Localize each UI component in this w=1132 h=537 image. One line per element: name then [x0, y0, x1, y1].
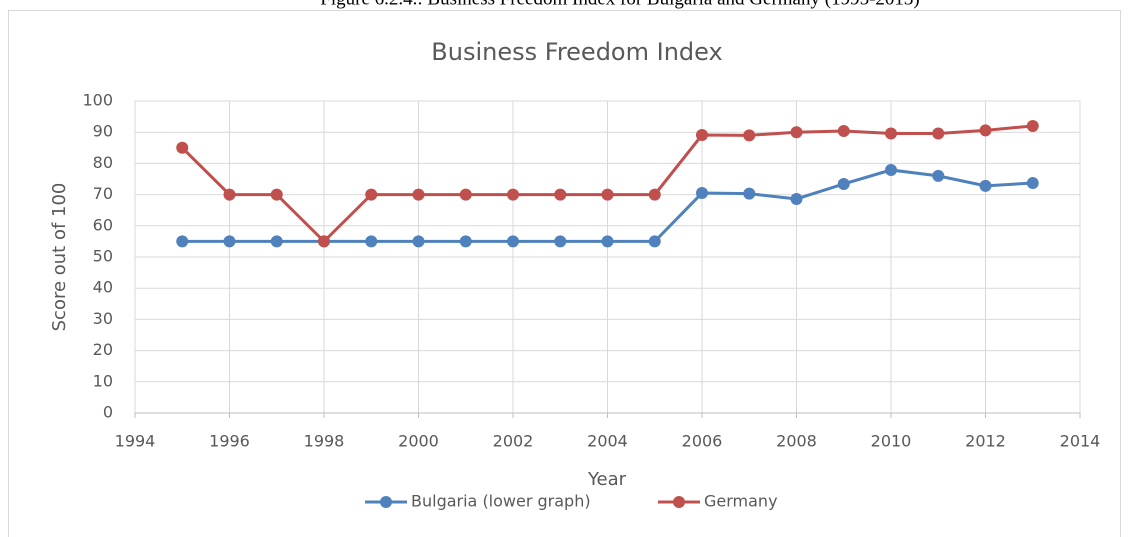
x-tick-label: 1996 [209, 432, 250, 451]
data-point [176, 141, 189, 154]
data-point [837, 124, 850, 137]
data-point [979, 179, 992, 192]
x-tick-label: 1998 [304, 432, 345, 451]
chart-border [8, 10, 1121, 537]
x-tick-label: 2006 [682, 432, 723, 451]
y-tick-label: 40 [93, 278, 113, 297]
y-tick-label: 50 [93, 247, 113, 266]
x-tick-label: 1994 [115, 432, 156, 451]
data-point [176, 235, 189, 248]
x-axis-label: Year [587, 469, 627, 490]
x-tick-label: 2012 [965, 432, 1006, 451]
y-axis-label: Score out of 100 [49, 183, 70, 332]
data-point [932, 169, 945, 182]
data-point [554, 188, 567, 201]
data-point [412, 188, 425, 201]
data-point [932, 127, 945, 140]
y-tick-label: 30 [93, 309, 113, 328]
data-point [790, 192, 803, 205]
y-tick-label: 80 [93, 153, 113, 172]
data-point [270, 235, 283, 248]
legend-label: Bulgaria (lower graph) [411, 492, 591, 511]
data-point [696, 187, 708, 200]
data-point [885, 163, 897, 176]
x-tick-label: 2000 [398, 432, 439, 451]
chart-title: Business Freedom Index [431, 38, 722, 66]
data-point [601, 235, 614, 248]
x-tick-label: 2002 [493, 432, 534, 451]
data-point [837, 177, 850, 190]
data-point [743, 187, 756, 200]
y-tick-label: 60 [93, 215, 113, 234]
x-tick-label: 2010 [871, 432, 912, 451]
x-tick-label: 2008 [776, 432, 817, 451]
legend-marker [380, 496, 392, 508]
data-point [1026, 177, 1039, 190]
y-tick-label: 70 [93, 184, 113, 203]
y-tick-label: 0 [103, 403, 113, 422]
y-tick-label: 10 [93, 371, 113, 390]
data-point [459, 235, 472, 248]
x-tick-label: 2014 [1060, 432, 1101, 451]
data-point [1026, 119, 1039, 132]
legend-label: Germany [704, 492, 778, 511]
data-point [696, 129, 708, 142]
data-point [507, 235, 519, 248]
data-point [365, 188, 378, 201]
data-point [648, 235, 661, 248]
y-tick-label: 90 [93, 122, 113, 141]
data-point [223, 188, 236, 201]
data-point [412, 235, 425, 248]
data-point [318, 235, 330, 248]
data-point [648, 188, 661, 201]
x-tick-label: 2004 [587, 432, 628, 451]
figure-caption: Figure 6.2.4.: Business Freedom Index fo… [320, 0, 919, 9]
y-tick-label: 20 [93, 340, 113, 359]
data-point [601, 188, 614, 201]
y-tick-label: 100 [82, 91, 113, 110]
data-point [743, 129, 756, 142]
data-point [979, 124, 992, 137]
data-point [507, 188, 519, 201]
data-point [270, 188, 283, 201]
data-point [365, 235, 378, 248]
legend-marker [673, 496, 685, 508]
data-point [885, 127, 897, 140]
data-point [790, 126, 803, 139]
data-point [459, 188, 472, 201]
data-point [554, 235, 567, 248]
data-point [223, 235, 236, 248]
